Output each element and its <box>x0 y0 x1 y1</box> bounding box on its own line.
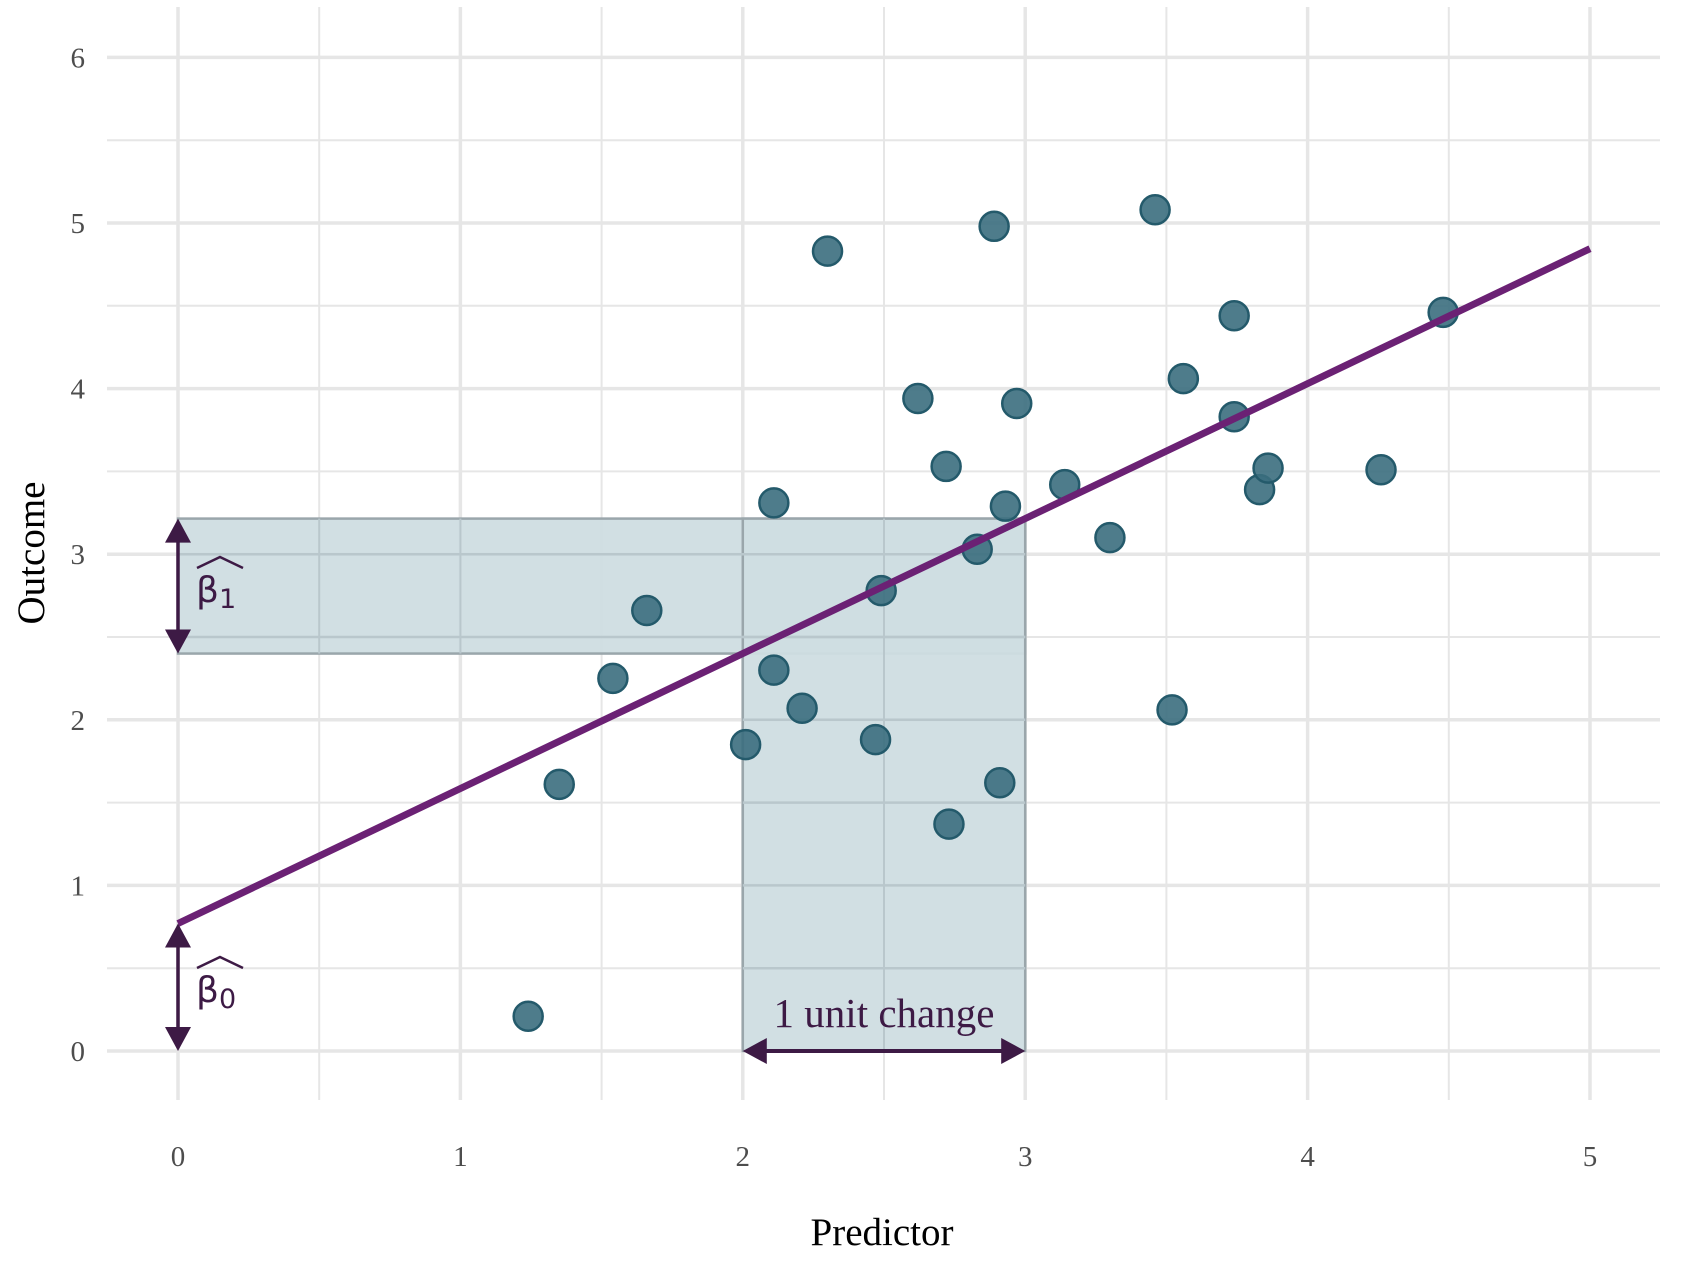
data-point <box>1252 452 1284 484</box>
data-point <box>984 766 1016 799</box>
data-point <box>597 662 629 695</box>
beta0-arrow-down-icon <box>165 1027 191 1051</box>
data-point <box>512 1000 544 1032</box>
x-tick-label: 2 <box>736 1141 751 1173</box>
annotations: 1 unit change β 0 β 1 <box>165 518 1026 1064</box>
data-point <box>729 728 762 761</box>
data-point <box>989 490 1022 522</box>
data-point <box>543 768 575 801</box>
regression-line-group <box>176 245 1592 927</box>
unit-change-arrow-right-icon <box>1001 1038 1026 1064</box>
y-tick-label: 6 <box>71 42 86 74</box>
data-point <box>1139 194 1171 226</box>
data-point <box>1167 362 1200 395</box>
data-point <box>1365 453 1397 486</box>
beta0-hat-icon <box>196 955 244 970</box>
beta1-hat-icon <box>196 555 244 570</box>
y-axis-ticks: 0 1 2 3 4 5 6 <box>71 42 86 1068</box>
data-point <box>1218 299 1250 332</box>
beta1-symbol: β <box>196 570 219 611</box>
x-tick-label: 0 <box>171 1141 186 1173</box>
data-point <box>1156 694 1188 726</box>
beta0-arrow-up-icon <box>165 923 191 948</box>
data-point <box>930 450 962 483</box>
y-tick-label: 3 <box>71 539 86 571</box>
y-tick-label: 5 <box>71 208 86 240</box>
data-point <box>1094 521 1126 554</box>
data-point <box>786 692 818 724</box>
data-point <box>902 382 934 415</box>
regression-line <box>176 245 1592 927</box>
beta1-arrow-down-icon <box>165 629 191 654</box>
beta1-subscript: 1 <box>219 584 236 615</box>
x-tick-label: 3 <box>1018 1141 1033 1173</box>
x-tick-label: 5 <box>1583 1141 1598 1173</box>
data-point <box>758 654 790 686</box>
data-point <box>631 594 663 627</box>
x-axis-ticks: 0 1 2 3 4 5 <box>171 1141 1598 1173</box>
unit-change-arrow-left-icon <box>742 1038 767 1064</box>
y-tick-label: 1 <box>71 870 86 902</box>
beta0-subscript: 0 <box>219 984 236 1015</box>
beta0-label: β 0 <box>196 955 244 1015</box>
x-axis-title: Predictor <box>811 1211 954 1254</box>
y-tick-label: 0 <box>71 1036 86 1068</box>
beta0-symbol: β <box>196 970 219 1011</box>
y-axis-title: Outcome <box>10 482 53 625</box>
y-tick-label: 2 <box>71 705 86 737</box>
data-point <box>933 808 965 840</box>
beta1-arrow-up-icon <box>165 518 191 543</box>
unit-change-label: 1 unit change <box>774 990 995 1036</box>
x-tick-label: 4 <box>1300 1141 1315 1173</box>
data-point <box>859 723 892 756</box>
data-point <box>758 487 790 519</box>
data-point <box>1000 387 1033 420</box>
data-point <box>811 235 844 267</box>
beta1-label: β 1 <box>196 555 244 615</box>
data-point <box>978 210 1010 243</box>
x-tick-label: 1 <box>453 1141 468 1173</box>
y-tick-label: 4 <box>71 374 86 406</box>
